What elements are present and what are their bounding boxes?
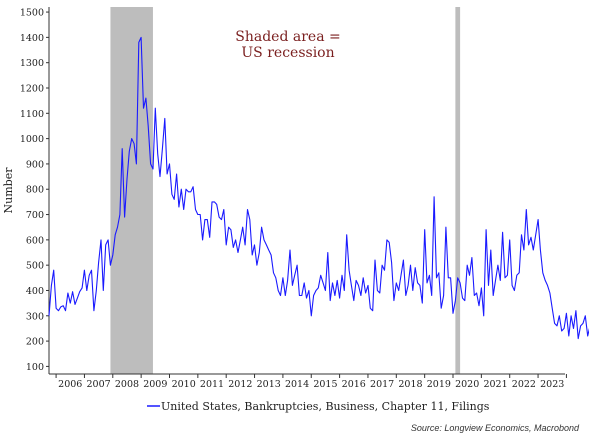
x-tick-label: 2022: [512, 379, 536, 390]
y-axis-label: Number: [2, 167, 15, 214]
x-tick-label: 2009: [143, 379, 167, 390]
recession-annotation: Shaded area =US recession: [235, 29, 340, 61]
x-tick-label: 2015: [313, 379, 337, 390]
y-tick-label: 200: [26, 337, 44, 348]
x-tick-label: 2020: [455, 379, 479, 390]
x-tick-label: 2023: [540, 379, 564, 390]
series-group: [48, 36, 589, 340]
y-tick-label: 900: [26, 159, 44, 170]
y-tick-label: 600: [26, 235, 44, 246]
x-tick-label: 2019: [427, 379, 451, 390]
y-tick-label: 300: [26, 311, 44, 322]
y-tick-label: 700: [26, 210, 44, 221]
annotation-line-2: US recession: [241, 45, 334, 61]
x-axis-ticks: 2006 2007 2008 2009 2010 2011 2012 2013 2014 2015…: [55, 374, 567, 390]
y-tick-label: 500: [26, 261, 44, 272]
y-tick-label: 1400: [20, 33, 44, 44]
x-tick-label: 2016: [342, 379, 366, 390]
y-tick-label: 400: [26, 286, 44, 297]
recession-band-2: [455, 7, 461, 374]
y-tick-label: 1300: [20, 58, 44, 69]
legend: United States, Bankruptcies, Business, C…: [147, 400, 490, 413]
y-tick-label: 100: [26, 362, 44, 373]
x-tick-label: 2017: [370, 379, 394, 390]
source-note: Source: Longview Economics, Macrobond: [411, 423, 580, 433]
y-tick-label: 1100: [20, 109, 44, 120]
x-tick-label: 2010: [172, 379, 196, 390]
y-tick-label: 1000: [20, 134, 44, 145]
x-tick-label: 2007: [87, 379, 111, 390]
x-tick-label: 2011: [200, 379, 224, 390]
x-tick-label: 2021: [483, 379, 507, 390]
y-axis-ticks: 100 200 300 400 500 600 700 800 900 1000 1100 1200 1…: [20, 8, 49, 373]
x-tick-label: 2013: [257, 379, 281, 390]
recession-band-1: [110, 7, 153, 374]
x-tick-label: 2008: [115, 379, 139, 390]
x-tick-label: 2018: [398, 379, 422, 390]
y-tick-label: 1500: [20, 8, 44, 19]
y-tick-label: 800: [26, 185, 44, 196]
legend-label: United States, Bankruptcies, Business, C…: [161, 400, 490, 413]
recession-bands: [110, 7, 461, 374]
series-line-1: [48, 36, 589, 340]
annotation-line-1: Shaded area =: [235, 29, 340, 45]
y-tick-label: 1200: [20, 83, 44, 94]
x-tick-label: 2012: [228, 379, 252, 390]
x-tick-label: 2014: [285, 379, 309, 390]
x-tick-label: 2006: [58, 379, 82, 390]
